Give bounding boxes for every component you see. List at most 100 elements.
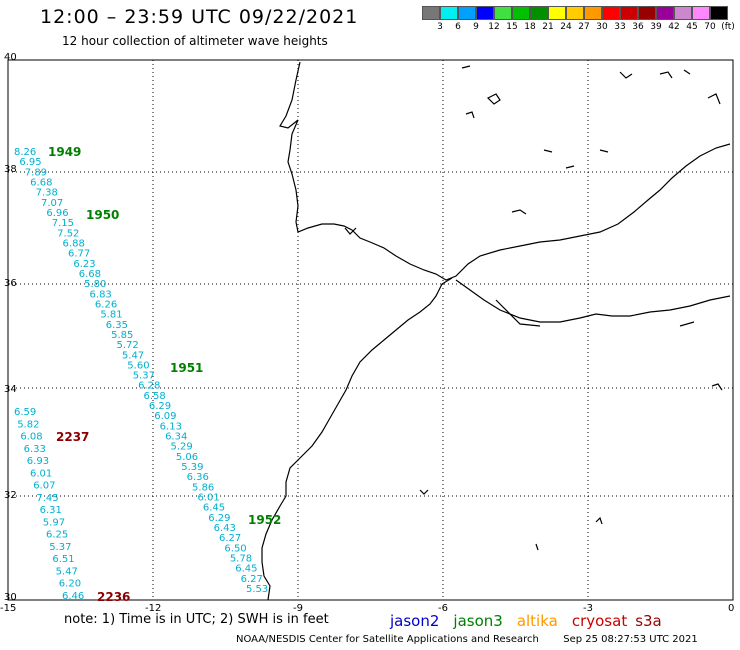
swh-value: 6.93 bbox=[27, 456, 49, 467]
pass-label: 2236 bbox=[97, 590, 130, 604]
color-scale-swatch bbox=[638, 6, 656, 20]
color-scale-label: 39 bbox=[650, 22, 662, 32]
swh-value: 7.07 bbox=[41, 198, 63, 209]
lon-label-neg9: -9 bbox=[293, 603, 303, 614]
color-scale-swatch bbox=[494, 6, 512, 20]
swh-value: 6.09 bbox=[154, 411, 176, 422]
swh-value: 6.31 bbox=[40, 505, 62, 516]
credit-line: NOAA/NESDIS Center for Satellite Applica… bbox=[236, 634, 698, 645]
swh-value: 5.80 bbox=[84, 279, 106, 290]
color-scale-label: 3 bbox=[437, 22, 443, 32]
color-scale-swatch bbox=[710, 6, 728, 20]
swh-value: 5.37 bbox=[49, 542, 71, 553]
legend-note: note: 1) Time is in UTC; 2) SWH is in fe… bbox=[64, 612, 329, 627]
color-scale-label: 6 bbox=[455, 22, 461, 32]
pass-label: 1949 bbox=[48, 145, 81, 159]
color-scale-swatch bbox=[512, 6, 530, 20]
color-scale-swatch bbox=[548, 6, 566, 20]
map-frame bbox=[7, 59, 734, 601]
swh-value: 6.45 bbox=[235, 564, 257, 575]
color-scale-label: 33 bbox=[614, 22, 626, 32]
credit-text: NOAA/NESDIS Center for Satellite Applica… bbox=[236, 634, 539, 645]
mission-legend-jason3: jason3 bbox=[453, 612, 503, 630]
swh-value: 6.07 bbox=[33, 481, 55, 492]
swh-value: 6.29 bbox=[208, 513, 230, 524]
color-scale-swatch bbox=[674, 6, 692, 20]
color-scale-label: 24 bbox=[560, 22, 572, 32]
swh-value: 5.53 bbox=[246, 584, 268, 595]
color-scale-swatch bbox=[656, 6, 674, 20]
swh-value: 7.15 bbox=[52, 218, 74, 229]
swh-value: 6.50 bbox=[224, 543, 246, 554]
swh-value: 6.26 bbox=[95, 299, 117, 310]
pass-label: 1951 bbox=[170, 361, 203, 375]
swh-value: 6.58 bbox=[143, 391, 165, 402]
color-scale-label: 15 bbox=[506, 22, 518, 32]
swh-value: 6.27 bbox=[241, 574, 263, 585]
swh-value: 6.59 bbox=[14, 407, 36, 418]
altimeter-tracks: 8.266.957.896.687.387.076.967.157.526.88… bbox=[14, 145, 281, 604]
color-scale-label: 18 bbox=[524, 22, 536, 32]
swh-value: 6.96 bbox=[46, 208, 68, 219]
swh-value: 6.51 bbox=[52, 554, 74, 565]
lon-label-neg6: -6 bbox=[438, 603, 448, 614]
color-scale-swatch bbox=[566, 6, 584, 20]
color-scale-swatch bbox=[458, 6, 476, 20]
lat-label-32: 32 bbox=[4, 490, 17, 501]
swh-value: 7.52 bbox=[57, 228, 79, 239]
swh-value: 7.45 bbox=[36, 493, 58, 504]
lon-label-neg12: -12 bbox=[145, 603, 161, 614]
color-scale-label: 45 bbox=[686, 22, 698, 32]
color-scale-label: 36 bbox=[632, 22, 644, 32]
swh-value: 7.89 bbox=[25, 167, 47, 178]
map-subtitle: 12 hour collection of altimeter wave hei… bbox=[62, 34, 328, 48]
swh-value: 6.43 bbox=[214, 523, 236, 534]
lat-label-30: 30 bbox=[4, 592, 17, 603]
color-scale-swatch bbox=[620, 6, 638, 20]
swh-value: 5.39 bbox=[181, 462, 203, 473]
lon-label-neg15: -15 bbox=[0, 603, 16, 614]
color-scale-swatch bbox=[602, 6, 620, 20]
swh-value: 5.47 bbox=[56, 566, 78, 577]
swh-value: 6.27 bbox=[219, 533, 241, 544]
swh-value: 6.68 bbox=[30, 177, 52, 188]
swh-value: 6.77 bbox=[68, 249, 90, 260]
color-scale-swatch bbox=[584, 6, 602, 20]
swh-value: 6.95 bbox=[19, 157, 41, 168]
color-scale-swatch bbox=[530, 6, 548, 20]
swh-value: 6.33 bbox=[24, 444, 46, 455]
lon-label-neg3: -3 bbox=[583, 603, 593, 614]
swh-value: 6.29 bbox=[149, 401, 171, 412]
color-scale-label: 30 bbox=[596, 22, 608, 32]
swh-value: 5.85 bbox=[111, 330, 133, 341]
swh-value: 6.45 bbox=[203, 503, 225, 514]
mission-legend: jason2 jason3 altika cryosat s3a bbox=[390, 612, 676, 630]
swh-value: 5.06 bbox=[176, 452, 198, 463]
pass-label: 2237 bbox=[56, 430, 89, 444]
lat-label-36: 36 bbox=[4, 278, 17, 289]
swh-value: 6.25 bbox=[46, 530, 68, 541]
pass-label: 1950 bbox=[86, 208, 119, 222]
swh-value: 8.26 bbox=[14, 147, 36, 158]
color-scale-label: 9 bbox=[473, 22, 479, 32]
swh-value: 5.37 bbox=[133, 371, 155, 382]
credit-timestamp: Sep 25 08:27:53 UTC 2021 bbox=[563, 634, 698, 645]
mission-legend-altika: altika bbox=[516, 612, 558, 630]
color-scale-swatch bbox=[440, 6, 458, 20]
lat-label-40: 40 bbox=[4, 52, 17, 63]
swh-value: 5.78 bbox=[230, 554, 252, 565]
color-scale-swatch bbox=[422, 6, 440, 20]
swh-value: 6.83 bbox=[90, 289, 112, 300]
swh-value: 5.97 bbox=[43, 517, 65, 528]
swh-value: 6.34 bbox=[165, 432, 187, 443]
swh-value: 5.72 bbox=[117, 340, 139, 351]
swh-value: 6.20 bbox=[59, 579, 81, 590]
color-scale-label: 70 bbox=[704, 22, 716, 32]
swh-value: 6.46 bbox=[62, 591, 84, 602]
lon-label-0: 0 bbox=[728, 603, 734, 614]
color-scale-label: 42 bbox=[668, 22, 680, 32]
swh-value: 6.35 bbox=[106, 320, 128, 331]
swh-value: 6.01 bbox=[30, 468, 52, 479]
swh-value: 5.60 bbox=[127, 360, 149, 371]
